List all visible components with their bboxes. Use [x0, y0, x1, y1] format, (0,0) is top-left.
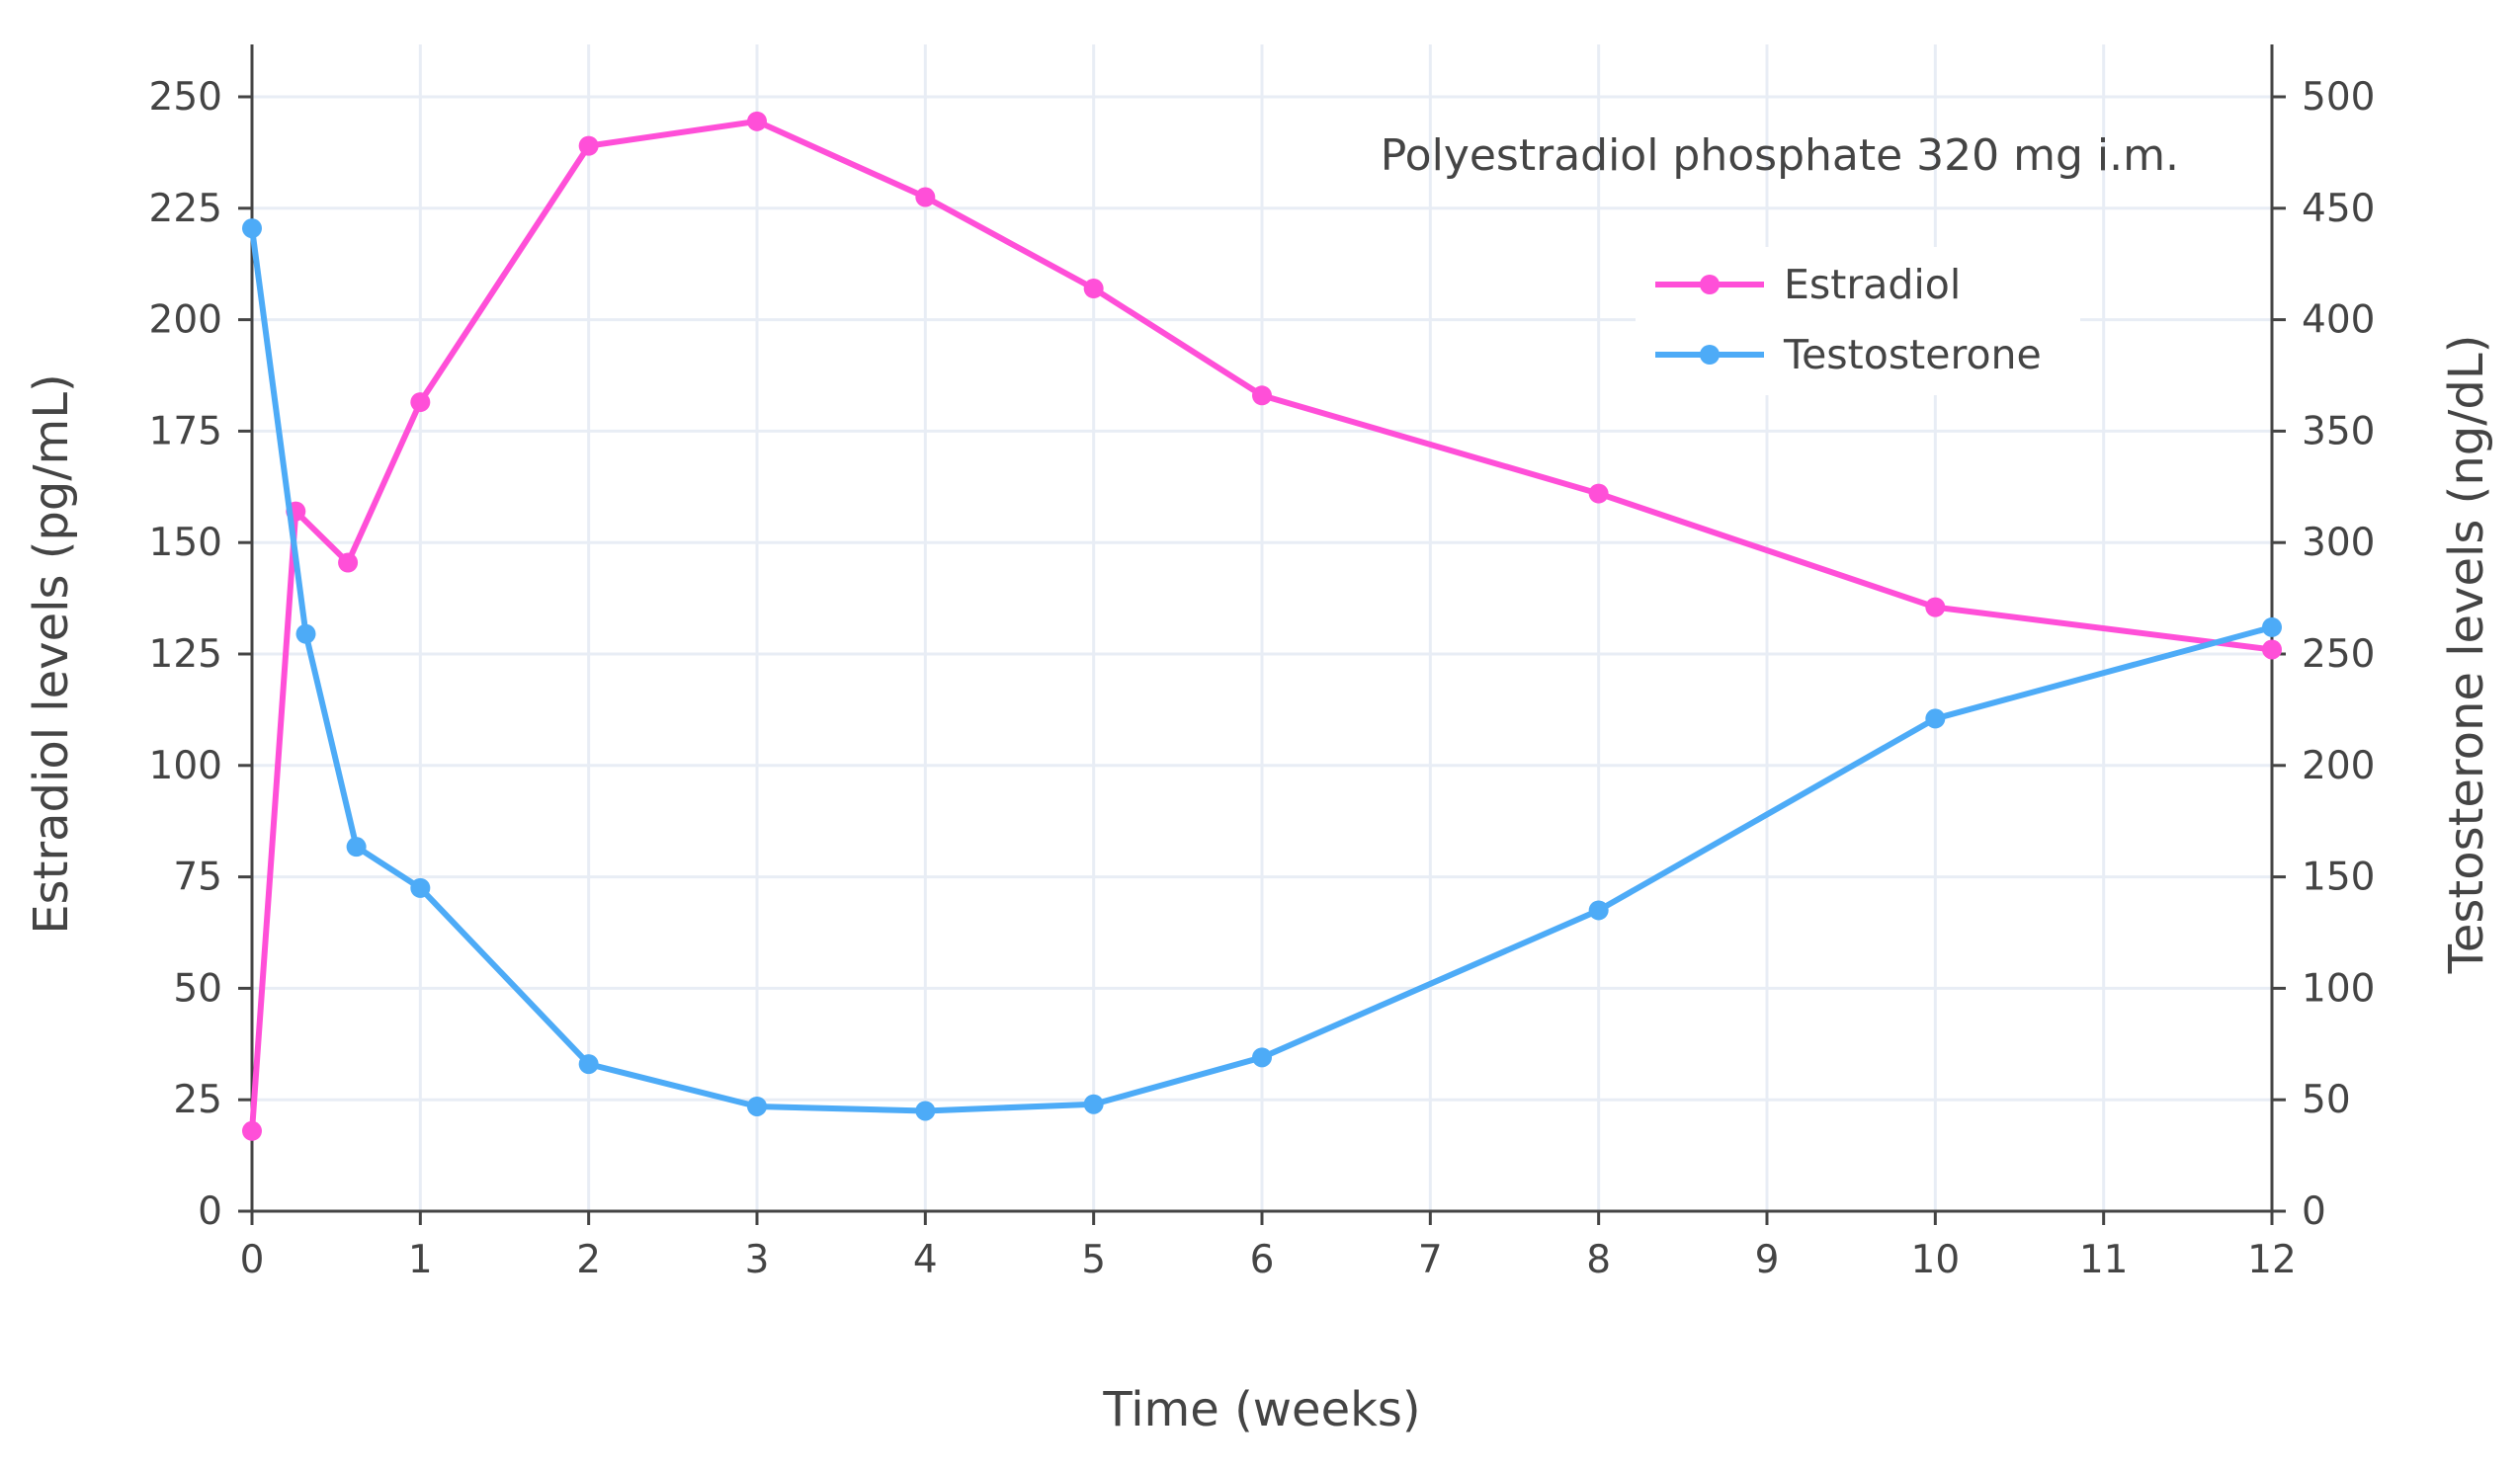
legend-label: Testosterone [1783, 331, 2042, 378]
y2-tick-label: 250 [2302, 632, 2375, 677]
y-tick-label: 225 [149, 187, 222, 231]
data-point [2262, 616, 2282, 637]
y2-tick-label: 100 [2302, 966, 2375, 1011]
data-point [242, 218, 262, 239]
data-point [1925, 708, 1946, 729]
x-tick-label: 5 [1081, 1238, 1106, 1282]
gridlines [250, 44, 2274, 1213]
legend-marker [1700, 345, 1720, 365]
legend-background [1636, 247, 2080, 395]
y-tick-label: 100 [149, 744, 222, 788]
x-tick-label: 11 [2079, 1238, 2129, 1282]
series-line [249, 227, 2273, 1114]
y2-tick-label: 50 [2302, 1078, 2351, 1122]
legend[interactable]: Estradiol Testosterone [1636, 247, 2080, 395]
data-point [410, 877, 431, 898]
y2-tick-label: 300 [2302, 521, 2375, 565]
data-point [1083, 279, 1104, 299]
annotation: Polyestradiol phosphate 320 mg i.m. [1381, 130, 2179, 181]
data-point [747, 111, 767, 131]
data-point [915, 1101, 936, 1121]
x-tick-label: 4 [913, 1238, 938, 1282]
data-point [1588, 900, 1609, 921]
data-point [338, 552, 359, 573]
x-tick-label: 1 [408, 1238, 433, 1282]
data-point [410, 392, 431, 413]
axes: 0 1 2 3 4 5 6 7 8 9 10 11 12025507510012515017520022… [149, 44, 2375, 1282]
data-point [2262, 639, 2282, 660]
y-axis-title: Estradiol levels (pg/mL) [24, 373, 79, 935]
y-tick-label: 25 [173, 1078, 222, 1122]
x-axis-title: Time (weeks) [1102, 1382, 1420, 1437]
series-layer [242, 111, 2282, 1141]
y-tick-label: 200 [149, 298, 222, 343]
x-tick-label: 7 [1418, 1238, 1443, 1282]
x-tick-label: 12 [2247, 1238, 2297, 1282]
data-point [1588, 483, 1609, 504]
y2-tick-label: 400 [2302, 298, 2375, 343]
x-tick-label: 6 [1250, 1238, 1275, 1282]
y2-tick-label: 0 [2302, 1189, 2326, 1234]
data-point [295, 623, 316, 644]
y2-tick-label: 350 [2302, 409, 2375, 453]
y2-tick-label: 200 [2302, 744, 2375, 788]
series-line [249, 118, 2273, 1131]
legend-label: Estradiol [1784, 261, 1961, 308]
data-point [578, 1054, 599, 1075]
y-tick-label: 150 [149, 521, 222, 565]
x-tick-label: 9 [1755, 1238, 1780, 1282]
y2-axis-title: Testosterone levels (ng/dL) [2439, 335, 2494, 975]
data-point [1925, 597, 1946, 617]
y-tick-label: 250 [149, 75, 222, 120]
y2-tick-label: 150 [2302, 856, 2375, 900]
data-point [578, 135, 599, 156]
x-tick-label: 8 [1586, 1238, 1611, 1282]
data-point [747, 1096, 767, 1116]
data-point [915, 187, 936, 207]
legend-item-testosterone[interactable]: Testosterone [1655, 331, 2042, 378]
data-point [242, 1120, 262, 1141]
x-tick-label: 10 [1911, 1238, 1961, 1282]
y-tick-label: 50 [173, 966, 222, 1011]
legend-item-estradiol[interactable]: Estradiol [1655, 261, 1961, 308]
y2-tick-label: 450 [2302, 187, 2375, 231]
data-point [1252, 385, 1272, 406]
data-point [1252, 1047, 1272, 1068]
data-point [346, 837, 367, 858]
x-tick-label: 0 [240, 1238, 265, 1282]
y-tick-label: 175 [149, 409, 222, 453]
legend-marker [1700, 275, 1720, 294]
data-point [1083, 1094, 1104, 1114]
x-tick-label: 2 [576, 1238, 601, 1282]
y-tick-label: 0 [198, 1189, 222, 1234]
series-testosterone [242, 218, 2282, 1121]
y-tick-label: 75 [173, 856, 222, 900]
x-tick-label: 3 [745, 1238, 770, 1282]
y2-tick-label: 500 [2302, 75, 2375, 120]
y-tick-label: 125 [149, 632, 222, 677]
